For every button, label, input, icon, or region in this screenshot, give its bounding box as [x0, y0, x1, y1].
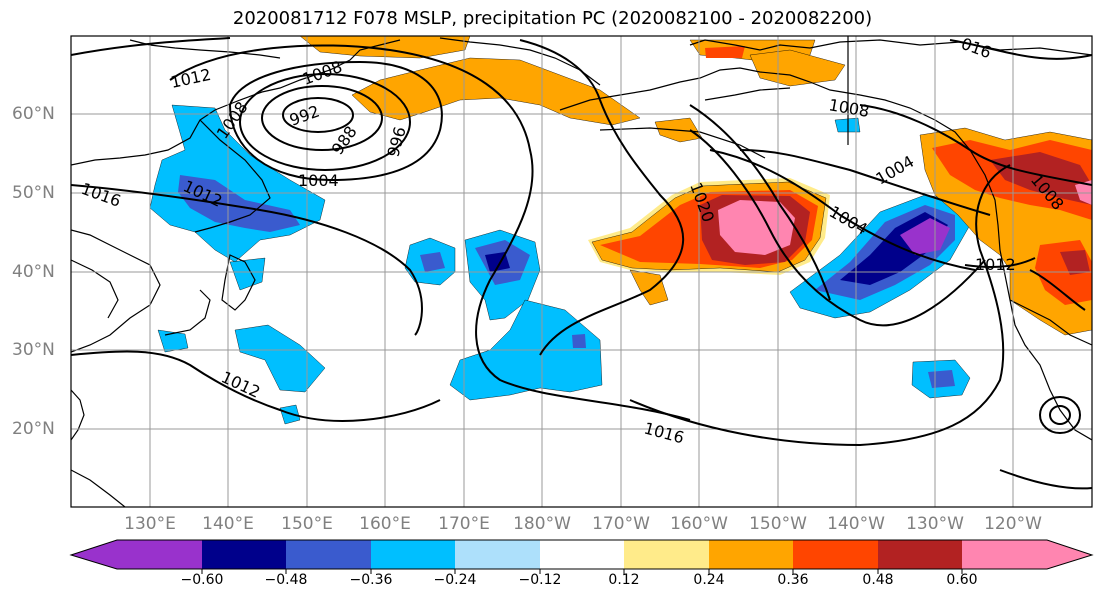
colorbar-tick-label: 0.48 [862, 572, 894, 588]
colorbar [69, 539, 1094, 574]
precipitation-fields [149, 36, 1092, 425]
precip-orangered-arctic [705, 46, 745, 58]
colorbar-tick-label: −0.24 [433, 572, 477, 588]
precip-firebrick-pnw [990, 152, 1092, 205]
isobar-label: 1012 [975, 255, 1016, 274]
lat-label: 60°N [12, 104, 55, 124]
lon-label: 150°E [281, 514, 333, 534]
lon-label: 140°W [827, 514, 885, 534]
isobar-label: 1004 [298, 171, 339, 190]
lat-label: 20°N [12, 419, 55, 439]
precip-purple-goa [900, 218, 950, 255]
isobar-label: 1008 [827, 95, 870, 121]
isobar-label: 1016 [642, 419, 686, 448]
colorbar-swatch [117, 540, 202, 569]
lon-label: 170°E [438, 514, 490, 534]
colorbar-swatch [878, 540, 962, 569]
precip-blue-kamchatka [178, 175, 300, 232]
lat-label: 50°N [12, 183, 55, 203]
lon-label: 170°W [592, 514, 650, 534]
colorbar-swatch [793, 540, 878, 569]
precip-blue-small-3 [928, 370, 955, 388]
lon-label: 120°W [984, 514, 1042, 534]
isobar-label: 988 [328, 122, 361, 158]
precip-blue-dateline-left [420, 252, 445, 272]
map-title: 2020081712 F078 MSLP, precipitation PC (… [232, 8, 873, 29]
precip-orange-arctic-4 [749, 49, 846, 87]
colorbar-arrow-right [1047, 540, 1092, 569]
lon-label: 130°E [124, 514, 176, 534]
isobar-label: 996 [384, 125, 410, 159]
isobar-label: 1004 [873, 152, 918, 189]
colorbar-swatch [540, 540, 624, 569]
lat-label: 30°N [12, 340, 55, 360]
colorbar-tick-label: −0.48 [264, 572, 308, 588]
isobar-label: 1004 [826, 202, 871, 239]
precip-orange-nepac-tail [629, 269, 669, 306]
colorbar-tick-label: 0.36 [777, 572, 809, 588]
colorbar-tick-label: 0.24 [693, 572, 725, 588]
lon-label: 160°E [359, 514, 411, 534]
colorbar-swatch [709, 540, 793, 569]
precip-cyan-west-south [234, 324, 326, 393]
colorbar-tick-label: 0.12 [608, 572, 640, 588]
colorbar-tick-label: 0.60 [946, 572, 978, 588]
colorbar-tick-label: −0.36 [349, 572, 393, 588]
map-frame [70, 35, 1093, 508]
isobars [71, 37, 1092, 490]
colorbar-swatch [455, 540, 540, 569]
precip-firebrick-pnw-south [1060, 250, 1090, 275]
colorbar-swatch [371, 540, 455, 569]
colorbar-tick-label: −0.60 [180, 572, 224, 588]
isobar-label: 992 [287, 101, 322, 129]
colorbar-swatch [624, 540, 709, 569]
colorbar-tick-label: −0.12 [518, 572, 562, 588]
lon-label: 150°W [749, 514, 807, 534]
lon-label: 140°E [202, 514, 254, 534]
isobar-label: 016 [959, 34, 994, 62]
isobar-label: 1016 [79, 179, 124, 211]
colorbar-swatch [962, 540, 1047, 569]
lon-label: 130°W [906, 514, 964, 534]
isobar-label: 1012 [169, 65, 213, 92]
colorbar-swatch [202, 540, 286, 569]
graticule [71, 36, 1092, 507]
colorbar-arrow-left [71, 540, 117, 569]
precip-cyan-japan-east [229, 257, 266, 291]
lat-label: 40°N [12, 262, 55, 282]
precip-blue-south [572, 334, 586, 348]
colorbar-outline [69, 539, 1094, 570]
colorbar-swatch [286, 540, 371, 569]
lon-label: 160°W [670, 514, 728, 534]
lon-label: 180°W [513, 514, 571, 534]
isobar-label: 1012 [218, 367, 263, 401]
